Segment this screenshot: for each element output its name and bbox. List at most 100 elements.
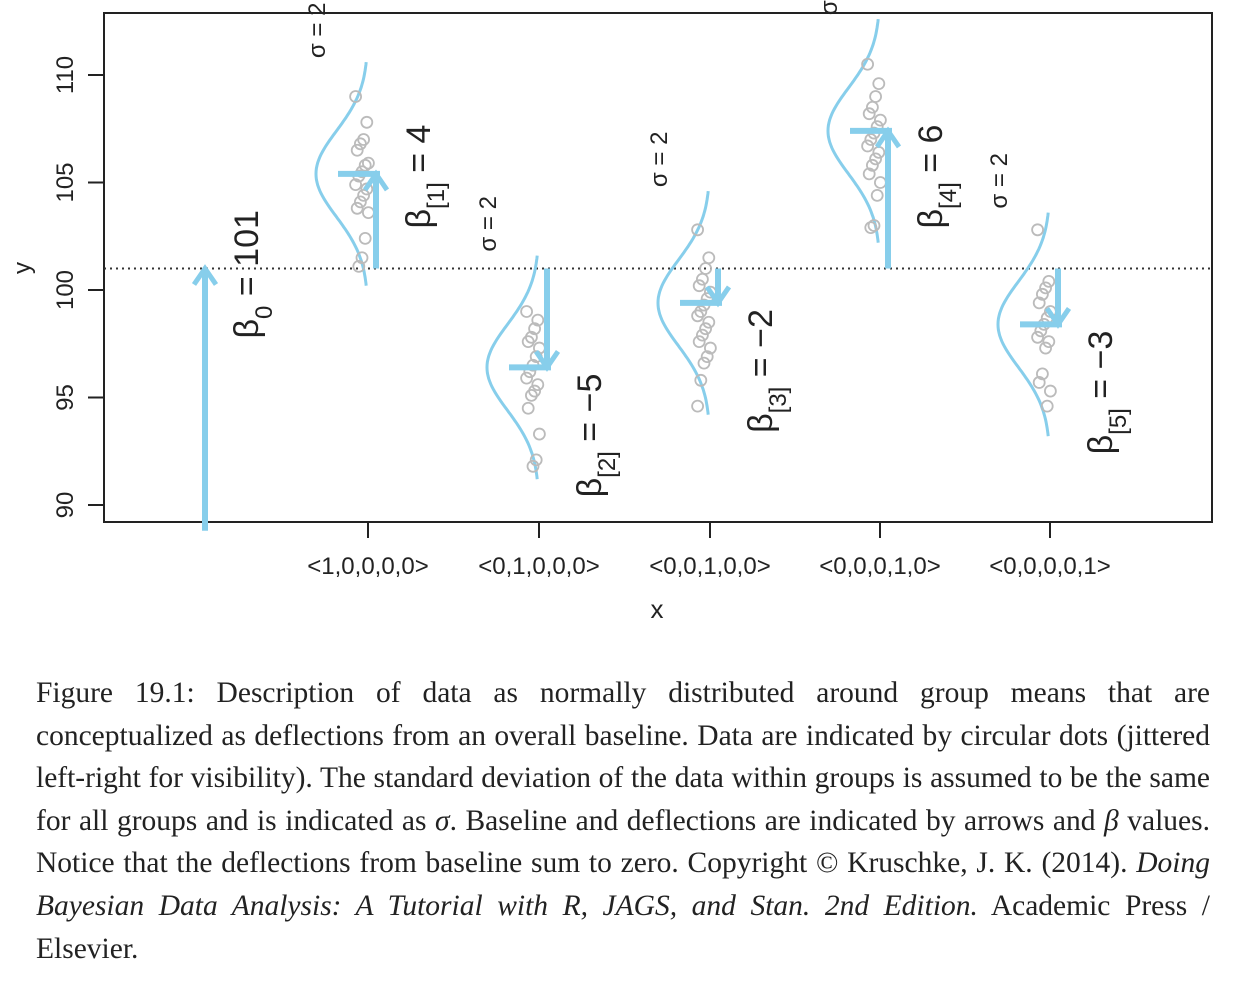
- deflection-arrow-head: [362, 169, 390, 192]
- data-point: [531, 378, 545, 392]
- data-point: [1036, 287, 1049, 301]
- data-point: [692, 279, 706, 293]
- data-point: [864, 133, 878, 146]
- data-point: [1039, 281, 1052, 295]
- data-point: [526, 459, 540, 473]
- data-point: [361, 206, 375, 220]
- beta-label: β[3] = −2: [742, 309, 792, 433]
- data-point: [350, 201, 364, 215]
- caption-mid2: values. Notice that the deflections from…: [36, 804, 1211, 880]
- normal-curve: [826, 18, 880, 243]
- data-point: [352, 259, 366, 273]
- sigma-label: σ = 2: [986, 153, 1013, 209]
- data-point: [350, 143, 364, 157]
- x-tick-label: <0,0,0,0,1>: [989, 553, 1110, 580]
- data-point: [520, 305, 533, 318]
- beta-label: β[2] = −5: [571, 374, 621, 498]
- sigma-label: σ = 2: [646, 132, 673, 188]
- deflection-arrow: [533, 268, 561, 372]
- data-point: [353, 137, 367, 151]
- data-point: [692, 335, 706, 349]
- data-point: [874, 113, 887, 127]
- y-axis-label: y: [9, 262, 36, 274]
- figure-caption: Figure 19.1: Description of data as norm…: [36, 672, 1210, 970]
- data-point: [360, 115, 374, 129]
- data-point: [358, 231, 372, 245]
- caption-book-title: Doing Bayesian Data Analysis: A Tutorial…: [36, 847, 1210, 922]
- normal-curve: [314, 61, 368, 286]
- y-tick-label: 95: [52, 384, 79, 411]
- data-point: [520, 371, 533, 385]
- deflection-arrow: [704, 268, 732, 308]
- data-point: [349, 90, 363, 103]
- normal-curve: [485, 255, 539, 480]
- data-point: [1032, 296, 1046, 310]
- baseline-arrow-head: [191, 264, 219, 286]
- deflection-arrow: [874, 126, 902, 269]
- x-tick-label: <0,0,1,0,0>: [649, 553, 770, 580]
- data-point: [1036, 367, 1049, 381]
- data-point: [349, 178, 363, 192]
- deflection-arrow-head: [704, 285, 732, 308]
- sigma-label: σ = 2: [304, 3, 331, 59]
- data-point: [697, 356, 711, 370]
- data-point: [872, 145, 886, 159]
- y-axis: 90 95 100 105 110: [52, 56, 104, 518]
- data-point: [528, 322, 541, 336]
- x-tick-label: <0,0,0,1,0>: [819, 553, 940, 580]
- sigma-label: σ = 2: [475, 196, 502, 252]
- data-point: [702, 315, 716, 329]
- data-point: [521, 401, 535, 415]
- data-point: [861, 139, 874, 153]
- data-point: [862, 167, 876, 181]
- data-point: [704, 341, 717, 355]
- data-point: [874, 176, 887, 189]
- beta-label: β[4] = 6: [912, 125, 962, 229]
- data-point: [696, 272, 709, 286]
- caption-mid1: . Baseline and deflections are indicated…: [449, 804, 1105, 837]
- chart: 90 95 100 105 110 <1,0,0,0,0> <0,1,0,0,0> <0,0…: [9, 0, 1213, 624]
- data-point: [529, 453, 543, 467]
- beta0-label: β0 = 101: [228, 210, 278, 338]
- data-point: [531, 313, 545, 327]
- data-point: [355, 251, 369, 265]
- caption-beta-symbol: β: [1104, 804, 1119, 837]
- deflection-arrow-head: [1044, 306, 1072, 329]
- data-point: [866, 100, 879, 114]
- data-point: [691, 309, 704, 323]
- normal-curve: [996, 212, 1050, 437]
- normal-curve: [656, 190, 710, 415]
- data-point: [694, 373, 708, 387]
- data-point: [869, 90, 882, 103]
- deflection-arrow-head: [533, 349, 561, 372]
- sigma-label: σ = 2: [816, 0, 843, 15]
- deflection-arrow-head: [874, 126, 902, 149]
- y-tick-label: 100: [52, 270, 79, 310]
- beta-label: β[5] = −3: [1082, 331, 1132, 455]
- data-point: [358, 158, 372, 172]
- data-point: [1042, 335, 1056, 349]
- data-point: [1031, 330, 1044, 344]
- data-point: [1039, 341, 1052, 355]
- data-point: [691, 223, 704, 237]
- data-point: [869, 152, 882, 166]
- y-tick-label: 90: [52, 492, 79, 519]
- x-tick-label: <1,0,0,0,0>: [307, 553, 428, 580]
- data-point: [357, 188, 371, 202]
- data-point: [525, 388, 538, 402]
- x-axis: <1,0,0,0,0> <0,1,0,0,0> <0,0,1,0,0> <0,0,0,…: [307, 522, 1111, 580]
- y-tick-label: 105: [52, 162, 79, 202]
- data-point: [862, 107, 876, 121]
- caption-publisher: Academic Press / Elsevier.: [36, 889, 1210, 965]
- chart-marks: β0 = 101 σ = 2 β[1] = 4 σ = 2 β[2] = −5 σ = 2…: [191, 0, 1132, 531]
- beta-label: β[1] = 4: [400, 125, 450, 229]
- data-point: [1044, 384, 1057, 398]
- data-point: [864, 221, 878, 235]
- data-point: [866, 158, 879, 172]
- data-point: [521, 335, 535, 349]
- deflection-arrow: [362, 169, 390, 269]
- x-tick-label: <0,1,0,0,0>: [478, 553, 599, 580]
- data-point: [533, 427, 546, 441]
- data-point: [696, 328, 709, 342]
- deflection-arrow: [1044, 268, 1072, 329]
